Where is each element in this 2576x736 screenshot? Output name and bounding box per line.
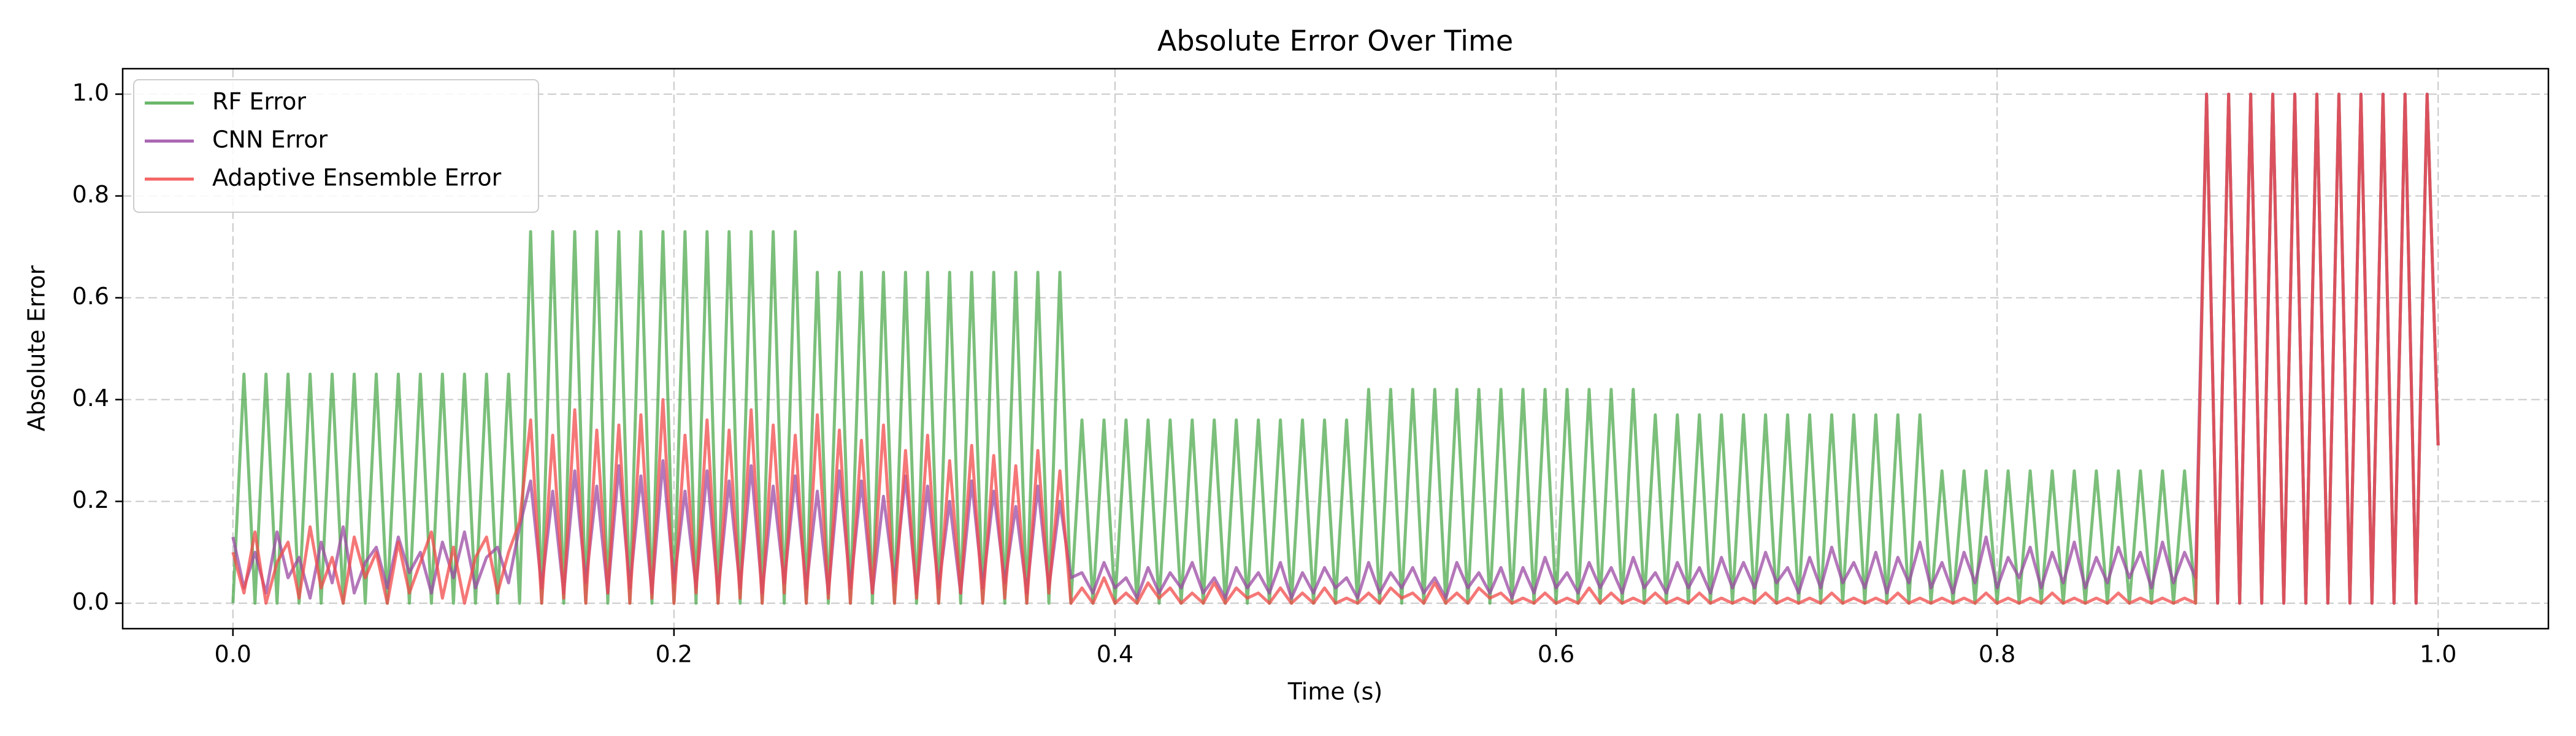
x-tick-label: 0.2: [656, 641, 692, 668]
line-series: [231, 93, 2440, 605]
y-tick-label: 0.4: [72, 385, 109, 412]
x-axis-label: Time (s): [1287, 678, 1383, 705]
plot-frame: [121, 67, 2550, 630]
legend: RF Error CNN Error Adaptive Ensemble Error: [133, 79, 539, 213]
x-tick-label: 0.8: [1979, 641, 2015, 668]
y-tick-label: 0.0: [72, 588, 109, 615]
y-tick-label: 0.2: [72, 486, 109, 513]
y-tick-label: 0.6: [72, 283, 109, 310]
y-axis-label: Absolute Error: [23, 265, 50, 431]
chart-title: Absolute Error Over Time: [1157, 25, 1513, 58]
legend-box: [133, 79, 539, 213]
y-tick-label: 1.0: [72, 79, 109, 106]
x-tick-label: 0.4: [1097, 641, 1133, 668]
x-tick-label: 0.6: [1538, 641, 1574, 668]
x-tick-label: 1.0: [2420, 641, 2456, 668]
legend-label: Adaptive Ensemble Error: [212, 164, 502, 191]
x-tick-label: 0.0: [215, 641, 251, 668]
y-tick-label: 0.8: [72, 181, 109, 208]
line-series: [231, 93, 2440, 605]
legend-label: RF Error: [212, 88, 306, 115]
legend-label: CNN Error: [212, 126, 328, 153]
line-series: [231, 93, 2440, 605]
